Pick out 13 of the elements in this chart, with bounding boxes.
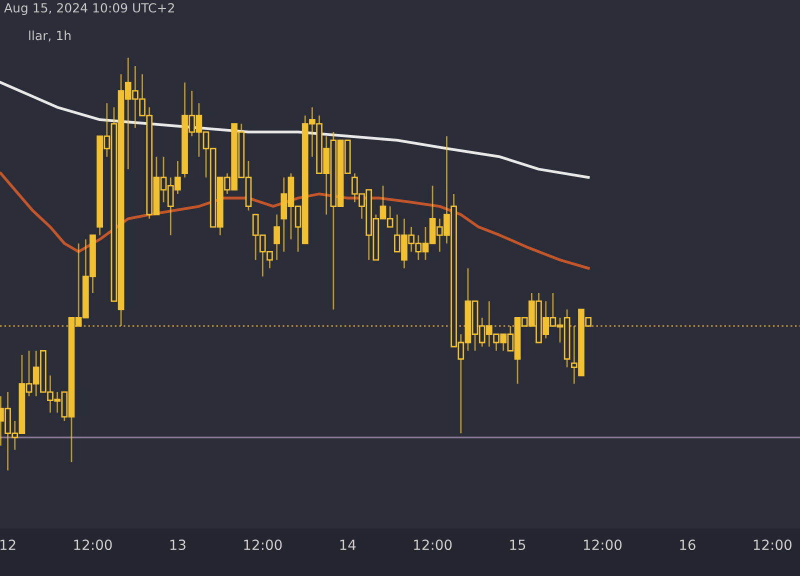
x-tick-label: 12:00: [754, 540, 792, 550]
x-tick-label: 16: [680, 540, 696, 550]
x-tick-label: 12: [0, 540, 16, 550]
x-tick-label: 14: [340, 540, 356, 550]
x-tick-label: 12:00: [244, 540, 282, 550]
x-tick-label: 12:00: [74, 540, 112, 550]
candlestick: [274, 214, 280, 261]
text: Aug 15, 2024 10:09 UTC+2: [4, 3, 174, 15]
x-tick-label: 12:00: [414, 540, 452, 550]
x-tick-label: 15: [510, 540, 526, 550]
text: llar, 1h: [29, 30, 71, 42]
x-tick-label: 13: [170, 540, 186, 550]
x-tick-label: 12:00: [584, 540, 622, 550]
